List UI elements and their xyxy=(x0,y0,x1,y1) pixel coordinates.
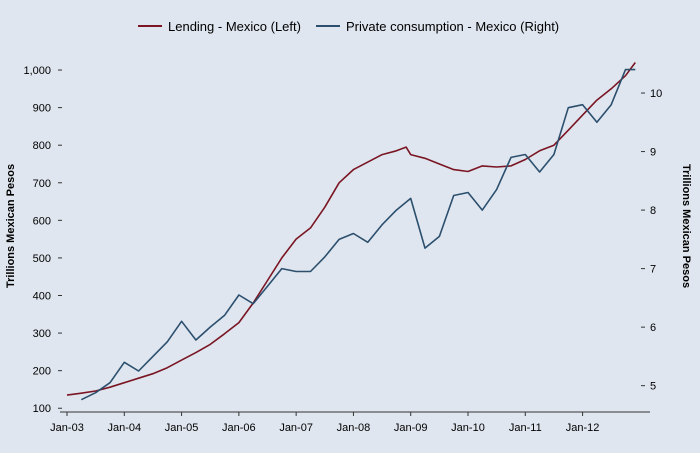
y-right-tick-label: 5 xyxy=(650,381,656,393)
y-left-tick-label: 500 xyxy=(33,253,51,265)
y-right-tick-label: 7 xyxy=(650,264,656,276)
x-tick-label: Jan-08 xyxy=(337,422,371,434)
y-left-tick-label: 600 xyxy=(33,215,51,227)
y-left-tick-label: 200 xyxy=(33,366,51,378)
x-tick-label: Jan-06 xyxy=(222,422,256,434)
y-left-tick-label: 900 xyxy=(33,103,51,115)
legend-label-lending: Lending - Mexico (Left) xyxy=(168,19,301,34)
x-tick-label: Jan-04 xyxy=(107,422,141,434)
y-left-tick-label: 800 xyxy=(33,140,51,152)
y-left-tick-label: 300 xyxy=(33,328,51,340)
x-tick-label: Jan-12 xyxy=(566,422,600,434)
y-left-tick-label: 100 xyxy=(33,403,51,415)
y-left-tick-label: 400 xyxy=(33,291,51,303)
x-tick-label: Jan-03 xyxy=(50,422,84,434)
y-axis-left-label: Trillions Mexican Pesos xyxy=(5,164,17,288)
y-right-tick-label: 10 xyxy=(650,88,662,100)
x-tick-label: Jan-10 xyxy=(451,422,485,434)
legend: Lending - Mexico (Left) Private consumpt… xyxy=(138,19,559,34)
y-axis-left: 100 200 300 400 500 600 700 800 900 1,000 xyxy=(23,65,62,415)
x-tick-label: Jan-05 xyxy=(165,422,199,434)
x-tick-label: Jan-09 xyxy=(394,422,428,434)
x-tick-label: Jan-07 xyxy=(279,422,313,434)
series-layer xyxy=(66,62,636,401)
series-line-lending xyxy=(66,62,636,396)
y-right-tick-label: 9 xyxy=(650,147,656,159)
y-left-tick-label: 1,000 xyxy=(23,65,51,77)
y-axis-right-label: Trillions Mexican Pesos xyxy=(680,164,692,288)
y-right-tick-label: 6 xyxy=(650,322,656,334)
x-axis: Jan-03 Jan-04 Jan-05 Jan-06 Jan-07 Jan-08 Jan-… xyxy=(50,412,599,434)
legend-label-consumption: Private consumption - Mexico (Right) xyxy=(346,19,559,34)
y-axis-right: 5 6 7 8 9 10 xyxy=(641,88,662,393)
y-right-tick-label: 8 xyxy=(650,205,656,217)
y-left-tick-label: 700 xyxy=(33,178,51,190)
x-tick-label: Jan-11 xyxy=(509,422,542,434)
series-line-private-consumption xyxy=(80,68,636,401)
